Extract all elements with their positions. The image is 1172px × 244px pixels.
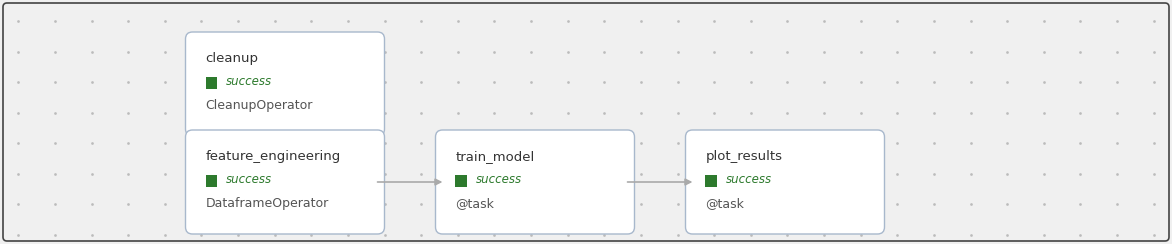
Text: CleanupOperator: CleanupOperator [205, 99, 313, 112]
Text: plot_results: plot_results [706, 150, 783, 163]
Text: cleanup: cleanup [205, 52, 259, 65]
FancyBboxPatch shape [436, 130, 634, 234]
Text: success: success [226, 75, 272, 88]
FancyBboxPatch shape [205, 175, 217, 187]
Text: DataframeOperator: DataframeOperator [205, 197, 329, 210]
Text: @task: @task [706, 197, 744, 210]
Text: @task: @task [456, 197, 495, 210]
FancyBboxPatch shape [185, 130, 384, 234]
FancyBboxPatch shape [205, 77, 217, 89]
Text: success: success [476, 173, 522, 186]
FancyBboxPatch shape [706, 175, 717, 187]
Text: feature_engineering: feature_engineering [205, 150, 341, 163]
Text: success: success [226, 173, 272, 186]
FancyBboxPatch shape [686, 130, 885, 234]
Text: train_model: train_model [456, 150, 534, 163]
Text: success: success [725, 173, 772, 186]
FancyBboxPatch shape [185, 32, 384, 136]
FancyBboxPatch shape [456, 175, 466, 187]
